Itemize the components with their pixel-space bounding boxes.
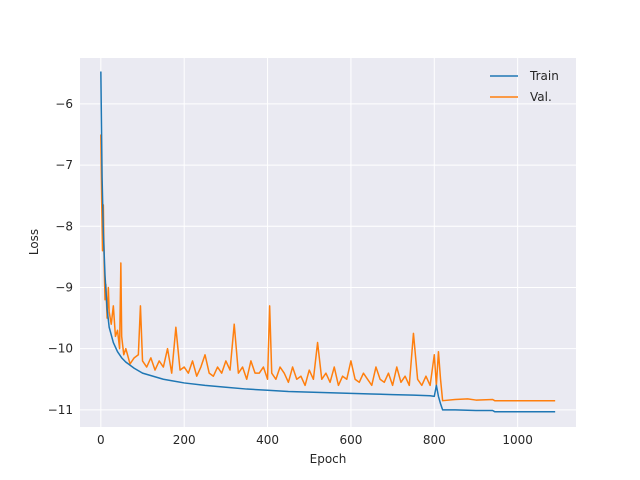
y-tick-label: −11 bbox=[48, 403, 73, 417]
grid-lines bbox=[80, 58, 576, 427]
y-tick-label: −10 bbox=[48, 342, 73, 356]
series-line-train bbox=[100, 71, 556, 413]
legend: Train Val. bbox=[490, 69, 559, 104]
x-tick-label: 800 bbox=[423, 433, 446, 447]
x-tick-label: 400 bbox=[256, 433, 279, 447]
legend-entry-label: Train bbox=[529, 69, 559, 83]
x-tick-labels: 0 200 400 600 800 1000 bbox=[97, 433, 533, 447]
x-axis-label: Epoch bbox=[310, 452, 347, 466]
legend-entry-label: Val. bbox=[530, 90, 552, 104]
series-line-val bbox=[100, 134, 556, 402]
y-tick-label: −6 bbox=[55, 97, 73, 111]
plot-background bbox=[80, 58, 576, 427]
x-tick-label: 0 bbox=[97, 433, 105, 447]
y-tick-label: −7 bbox=[55, 158, 73, 172]
series-layer bbox=[100, 71, 556, 413]
y-tick-label: −8 bbox=[55, 219, 73, 233]
x-tick-label: 1000 bbox=[502, 433, 533, 447]
x-tick-label: 200 bbox=[173, 433, 196, 447]
y-tick-labels: −11 −10 −9 −8 −7 −6 bbox=[48, 97, 73, 417]
x-tick-label: 600 bbox=[339, 433, 362, 447]
y-tick-label: −9 bbox=[55, 280, 73, 294]
y-axis-label: Loss bbox=[27, 229, 41, 255]
